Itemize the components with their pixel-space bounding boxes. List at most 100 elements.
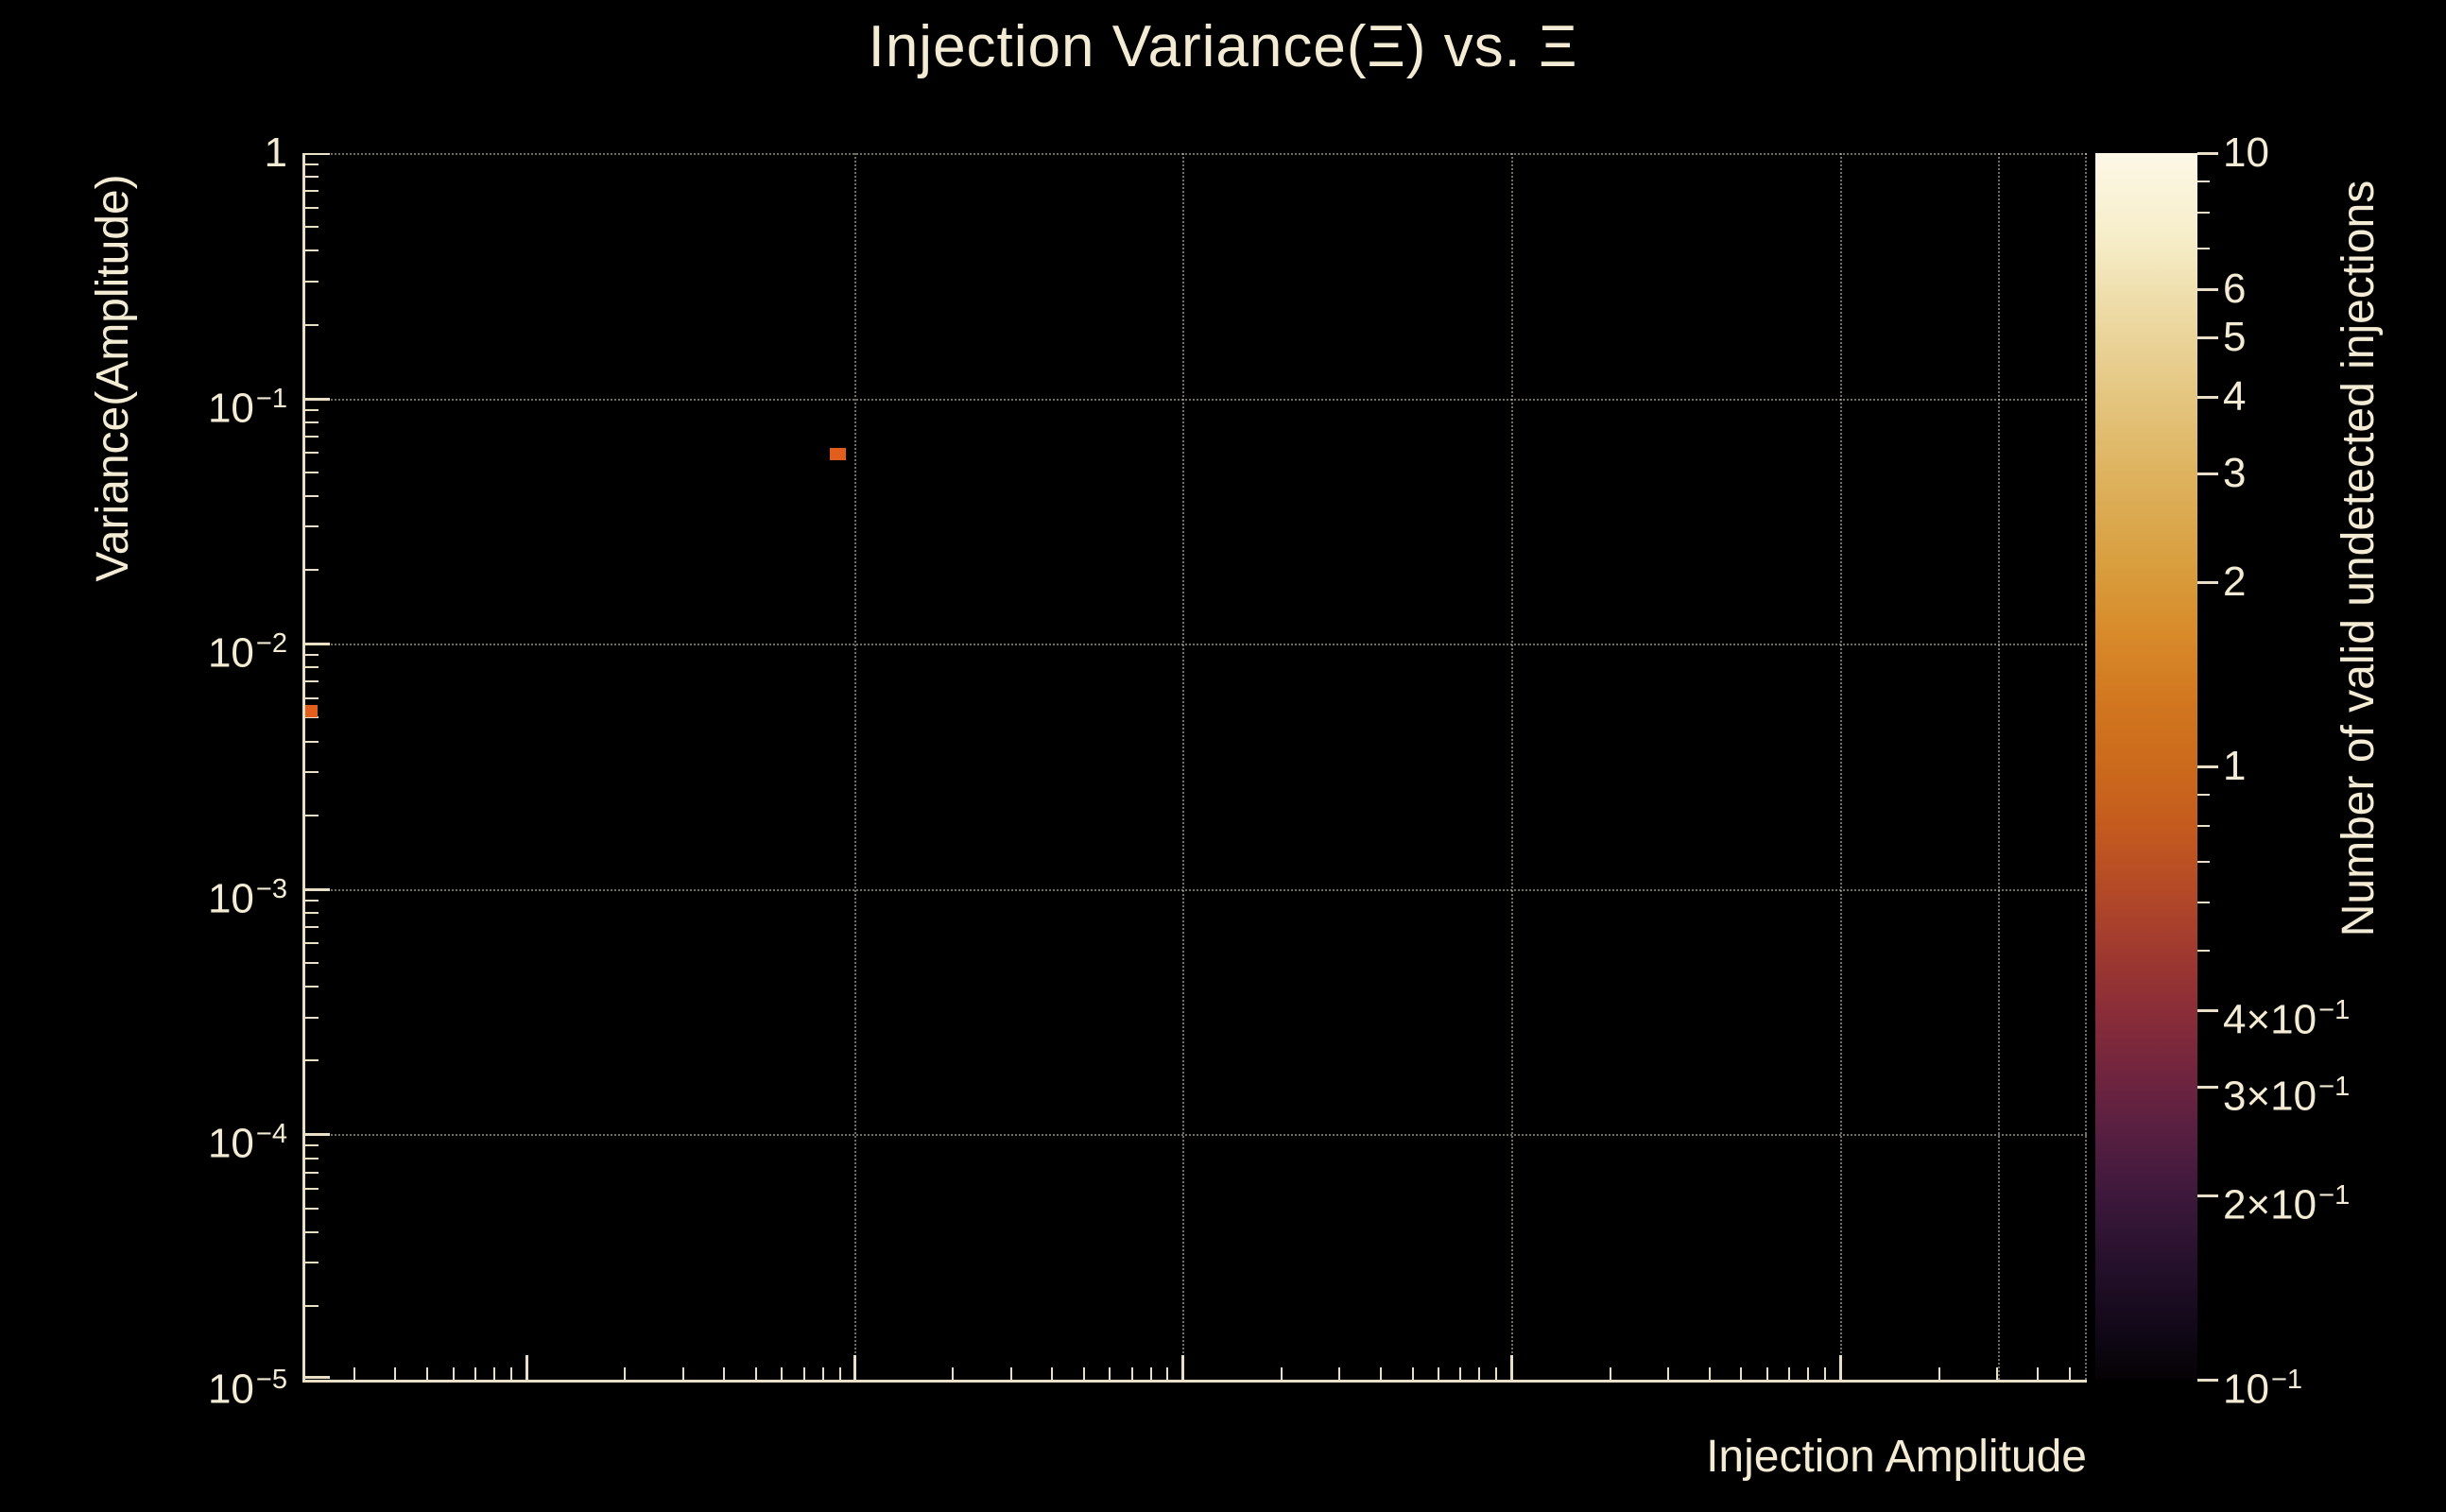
colorbar-tick-label: 4 (2223, 373, 2247, 421)
y-minor-tick (305, 1016, 319, 1019)
colorbar-major-tick (2197, 1194, 2218, 1197)
y-minor-tick (305, 666, 319, 669)
y-major-tick (305, 397, 330, 401)
y-minor-tick (305, 494, 319, 497)
y-minor-tick (305, 190, 319, 193)
x-minor-tick (723, 1367, 726, 1380)
y-minor-tick (305, 249, 319, 252)
x-minor-tick (1609, 1367, 1611, 1380)
x-minor-tick (394, 1367, 397, 1380)
y-minor-tick (305, 814, 319, 816)
y-minor-tick (305, 569, 319, 572)
plot-area (302, 153, 2087, 1383)
y-minor-tick (305, 899, 319, 902)
x-minor-tick (1459, 1367, 1462, 1380)
x-minor-tick (2037, 1367, 2040, 1380)
x-minor-tick (426, 1367, 428, 1380)
data-point (305, 705, 318, 718)
x-minor-tick (1708, 1367, 1711, 1380)
colorbar-gradient (2095, 152, 2218, 1382)
colorbar-minor-tick (2197, 950, 2210, 953)
y-minor-tick (305, 1207, 319, 1210)
x-minor-tick (1149, 1367, 1152, 1380)
y-minor-tick (305, 696, 319, 699)
x-minor-tick (1009, 1367, 1012, 1380)
x-minor-tick (781, 1367, 784, 1380)
y-minor-tick (305, 176, 319, 179)
colorbar-minor-tick (2197, 824, 2210, 827)
y-minor-tick (305, 1230, 319, 1233)
x-gridline (853, 153, 856, 1380)
y-major-tick (305, 1133, 330, 1137)
x-gridline (1182, 153, 1185, 1380)
y-minor-tick (305, 942, 319, 945)
y-tick-label: 1 (264, 129, 287, 176)
x-minor-tick (681, 1367, 684, 1380)
colorbar-major-tick (2197, 152, 2218, 155)
colorbar-major-tick (2197, 1009, 2218, 1013)
x-gridline (1998, 153, 2001, 1380)
colorbar-major-tick (2197, 472, 2218, 476)
colorbar-minor-tick (2197, 247, 2210, 249)
y-gridline (305, 1134, 2087, 1137)
y-minor-tick (305, 421, 319, 423)
x-minor-tick (1766, 1367, 1768, 1380)
colorbar-minor-tick (2197, 902, 2210, 903)
y-minor-tick (305, 1144, 319, 1147)
colorbar-tick-label: 3×10−1 (2223, 1072, 2351, 1120)
x-minor-tick (802, 1367, 805, 1380)
y-minor-tick (305, 740, 319, 743)
x-minor-tick (952, 1367, 955, 1380)
y-minor-tick (305, 1304, 319, 1307)
colorbar-minor-tick (2197, 211, 2210, 214)
x-minor-tick (1166, 1367, 1169, 1380)
x-major-tick (1838, 1355, 1842, 1380)
y-minor-tick (305, 226, 319, 229)
plot-right-edge (2085, 153, 2087, 1380)
y-minor-tick (305, 471, 319, 473)
x-minor-tick (353, 1367, 355, 1380)
y-major-tick (305, 153, 330, 155)
colorbar-tick-label: 5 (2223, 314, 2247, 361)
y-minor-tick (305, 986, 319, 988)
colorbar-minor-tick (2197, 793, 2210, 796)
y-major-tick (305, 887, 330, 891)
x-minor-tick (509, 1367, 512, 1380)
colorbar-tick-label: 4×10−1 (2223, 995, 2351, 1043)
x-minor-tick (1338, 1367, 1341, 1380)
x-major-tick (525, 1355, 528, 1380)
colorbar-title: Number of valid undetected injections (2334, 180, 2384, 937)
y-minor-tick (305, 912, 319, 914)
x-minor-tick (1281, 1367, 1283, 1380)
colorbar-tick-label: 2 (2223, 558, 2247, 605)
y-minor-tick (305, 435, 319, 438)
colorbar-minor-tick (2197, 860, 2210, 863)
x-minor-tick (1495, 1367, 1498, 1380)
colorbar-major-tick (2197, 1379, 2218, 1382)
x-minor-tick (1051, 1367, 1053, 1380)
x-minor-tick (1379, 1367, 1382, 1380)
x-minor-tick (1109, 1367, 1111, 1380)
y-gridline (305, 153, 2087, 155)
x-minor-tick (754, 1367, 757, 1380)
y-minor-tick (305, 452, 319, 455)
y-tick-label: 10−4 (207, 1119, 287, 1168)
y-minor-tick (305, 770, 319, 773)
x-minor-tick (821, 1367, 824, 1380)
x-minor-tick (1995, 1367, 1998, 1380)
y-tick-label: 10−2 (207, 628, 287, 677)
y-minor-tick (305, 1171, 319, 1174)
x-gridline (1511, 153, 1514, 1380)
x-minor-tick (1740, 1367, 1743, 1380)
y-minor-tick (305, 1157, 319, 1160)
x-minor-tick (1938, 1367, 1940, 1380)
colorbar-minor-tick (2197, 180, 2210, 182)
y-minor-tick (305, 1188, 319, 1190)
y-minor-tick (305, 1262, 319, 1264)
colorbar-tick-label: 1 (2223, 743, 2247, 789)
x-axis-title: Injection Amplitude (1706, 1432, 2087, 1482)
y-minor-tick (305, 280, 319, 283)
x-minor-tick (493, 1367, 495, 1380)
colorbar-major-tick (2197, 765, 2218, 768)
